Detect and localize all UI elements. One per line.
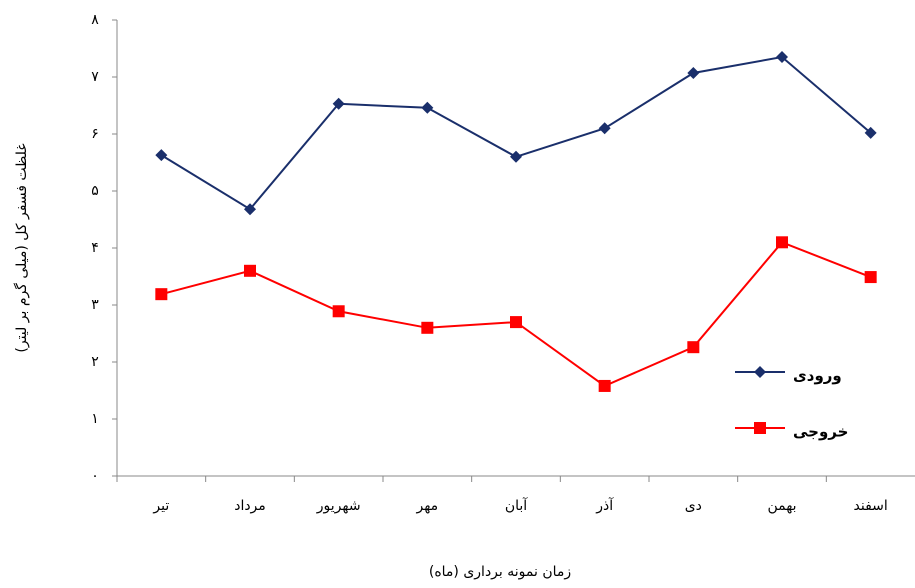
x-tick-label: شهریور	[316, 498, 361, 514]
x-tick-label: مرداد	[234, 498, 266, 514]
x-tick-label: بهمن	[767, 498, 796, 514]
y-tick-label: ۸	[91, 12, 99, 28]
y-tick-label: ۳	[91, 297, 99, 313]
data-point	[864, 271, 877, 284]
x-tick-label: آبان	[505, 497, 528, 514]
data-point	[510, 316, 522, 329]
legend-marker	[754, 422, 766, 434]
data-point	[687, 341, 700, 354]
x-tick-label: آذر	[595, 497, 614, 514]
x-tick-label: مهر	[415, 498, 438, 514]
series-line	[161, 241, 872, 388]
data-point	[421, 101, 434, 114]
x-tick-label: اسفند	[854, 498, 888, 514]
data-point	[244, 264, 256, 277]
data-point	[332, 305, 345, 318]
data-point	[155, 288, 168, 301]
data-point	[776, 51, 788, 64]
y-tick-label: ۶	[91, 126, 99, 142]
y-tick-label: ۷	[91, 69, 99, 85]
y-tick-label: ۲	[91, 354, 99, 370]
y-tick-label: ۱	[91, 411, 99, 427]
x-tick-label: تیر	[152, 498, 169, 514]
data-point	[598, 122, 611, 135]
y-tick-label: ۰	[91, 468, 99, 484]
data-point	[421, 321, 434, 334]
data-point	[864, 126, 877, 139]
y-axis-title: غلظت فسفر کل (میلی گرم بر لیتر)	[13, 143, 30, 352]
series-line	[160, 55, 872, 211]
legend: ورودی	[793, 367, 842, 385]
data-point	[155, 149, 168, 162]
legend: خروجی	[793, 423, 848, 441]
data-point	[598, 379, 611, 392]
data-point	[510, 150, 522, 163]
y-tick-label: ۵	[91, 183, 99, 199]
x-tick-label: دی	[685, 498, 702, 514]
data-point	[332, 97, 345, 110]
x-axis-title: زمان نمونه برداری (ماه)	[429, 564, 571, 580]
data-point	[776, 236, 788, 249]
legend-marker	[754, 366, 766, 378]
y-tick-label: ۴	[91, 240, 99, 256]
data-point	[244, 203, 256, 216]
data-point	[687, 67, 700, 80]
